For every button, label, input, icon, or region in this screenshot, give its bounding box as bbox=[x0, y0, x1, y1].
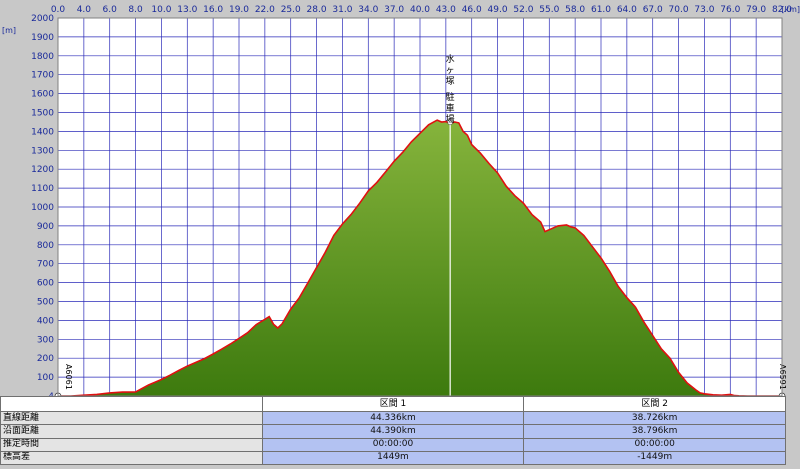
x-tick-label: 64.0 bbox=[617, 5, 637, 15]
waypoint-marker bbox=[447, 119, 453, 126]
x-tick-label: 37.0 bbox=[384, 5, 404, 15]
section-2-surface-distance: 38.796km bbox=[523, 424, 786, 439]
row-label-elevation-difference: 標高差 bbox=[0, 450, 263, 466]
x-tick-label: 67.0 bbox=[643, 5, 663, 15]
x-tick-label: 22.0 bbox=[255, 5, 275, 15]
elevation-profile-chart: 4 100 200 300 400 500 600 700 800 900 1000 1100 1200… bbox=[2, 5, 800, 398]
x-tick-label: 13.0 bbox=[177, 5, 197, 15]
y-tick-label: 1800 bbox=[31, 52, 54, 62]
x-tick-label: 25.0 bbox=[281, 5, 301, 15]
section-2-straight-distance: 38.726km bbox=[523, 411, 786, 426]
x-tick-label: 58.0 bbox=[565, 5, 585, 15]
table-row: 標高差 1449m -1449m bbox=[0, 450, 786, 466]
y-tick-label: 1100 bbox=[31, 184, 54, 194]
row-label-surface-distance: 沿面距離 bbox=[0, 424, 263, 439]
x-tick-label: 8.0 bbox=[128, 5, 143, 15]
y-tick-label: 400 bbox=[37, 316, 54, 326]
y-tick-label: 500 bbox=[37, 298, 54, 308]
row-label-estimated-time: 推定時間 bbox=[0, 437, 263, 452]
y-tick-label: 800 bbox=[37, 241, 54, 251]
section-1-straight-distance: 44.336km bbox=[261, 411, 525, 426]
y-tick-label: 1400 bbox=[31, 127, 54, 137]
section-1-header: 区間 1 bbox=[261, 395, 525, 413]
y-tick-label: 1000 bbox=[31, 203, 54, 213]
y-tick-label: 900 bbox=[37, 222, 54, 232]
y-tick-label: 1300 bbox=[31, 146, 54, 156]
y-tick-label: 2000 bbox=[31, 14, 54, 24]
section-1-surface-distance: 44.390km bbox=[261, 424, 525, 439]
section-2-estimated-time: 00:00:00 bbox=[523, 437, 786, 452]
y-tick-label: 1900 bbox=[31, 33, 54, 43]
table-corner bbox=[0, 395, 263, 413]
x-tick-label: 10.0 bbox=[151, 5, 171, 15]
waypoint-label: 水ヶ塚駐車場 bbox=[446, 53, 455, 125]
axis-labels: 4 100 200 300 400 500 600 700 800 900 1000 1100 1200… bbox=[2, 5, 800, 398]
section-2-elevation-difference: -1449m bbox=[523, 450, 786, 466]
y-tick-label: 1700 bbox=[31, 71, 54, 81]
table-row: 推定時間 00:00:00 00:00:00 bbox=[0, 437, 786, 452]
x-tick-label: 70.0 bbox=[669, 5, 689, 15]
x-tick-label: 79.0 bbox=[746, 5, 766, 15]
table-row: 直線距離 44.336km 38.726km bbox=[0, 411, 786, 426]
x-tick-label: 40.0 bbox=[410, 5, 430, 15]
y-tick-label: 1600 bbox=[31, 90, 54, 100]
table-row: 沿面距離 44.390km 38.796km bbox=[0, 424, 786, 439]
x-tick-label: 73.0 bbox=[694, 5, 714, 15]
x-axis-unit: [km] bbox=[781, 5, 800, 14]
x-tick-label: 43.0 bbox=[436, 5, 456, 15]
x-tick-label: 82.0 bbox=[772, 5, 792, 15]
elevation-area bbox=[58, 120, 782, 396]
y-tick-label: 100 bbox=[37, 373, 54, 383]
section-2-header: 区間 2 bbox=[523, 395, 786, 413]
x-tick-label: 46.0 bbox=[462, 5, 482, 15]
y-tick-label: 4 bbox=[48, 392, 54, 398]
x-tick-label: 34.0 bbox=[358, 5, 378, 15]
y-tick-label: 600 bbox=[37, 279, 54, 289]
y-tick-label: 300 bbox=[37, 335, 54, 345]
y-axis-unit: [m] bbox=[2, 26, 16, 35]
x-tick-label: 28.0 bbox=[307, 5, 327, 15]
x-tick-label: 31.0 bbox=[332, 5, 352, 15]
section-header-row: 区間 1 区間 2 bbox=[0, 395, 786, 413]
x-tick-label: 61.0 bbox=[591, 5, 611, 15]
section-1-elevation-difference: 1449m bbox=[261, 450, 525, 466]
x-tick-label: 16.0 bbox=[203, 5, 223, 15]
x-tick-label: 4.0 bbox=[77, 5, 92, 15]
section-info-table: 区間 1 区間 2 直線距離 44.336km 38.726km 沿面距離 44… bbox=[0, 395, 786, 466]
x-tick-label: 55.0 bbox=[539, 5, 559, 15]
y-tick-label: 700 bbox=[37, 260, 54, 270]
row-label-straight-distance: 直線距離 bbox=[0, 411, 263, 426]
x-tick-label: 0.0 bbox=[51, 5, 66, 15]
y-tick-label: 1500 bbox=[31, 109, 54, 119]
x-tick-label: 19.0 bbox=[229, 5, 249, 15]
x-tick-label: 76.0 bbox=[720, 5, 740, 15]
x-tick-label: 49.0 bbox=[488, 5, 508, 15]
x-tick-label: 6.0 bbox=[103, 5, 118, 15]
y-tick-label: 200 bbox=[37, 354, 54, 364]
start-point-label: A6061 bbox=[64, 364, 73, 390]
section-1-estimated-time: 00:00:00 bbox=[261, 437, 525, 452]
x-tick-label: 52.0 bbox=[513, 5, 533, 15]
y-tick-label: 1200 bbox=[31, 165, 54, 175]
